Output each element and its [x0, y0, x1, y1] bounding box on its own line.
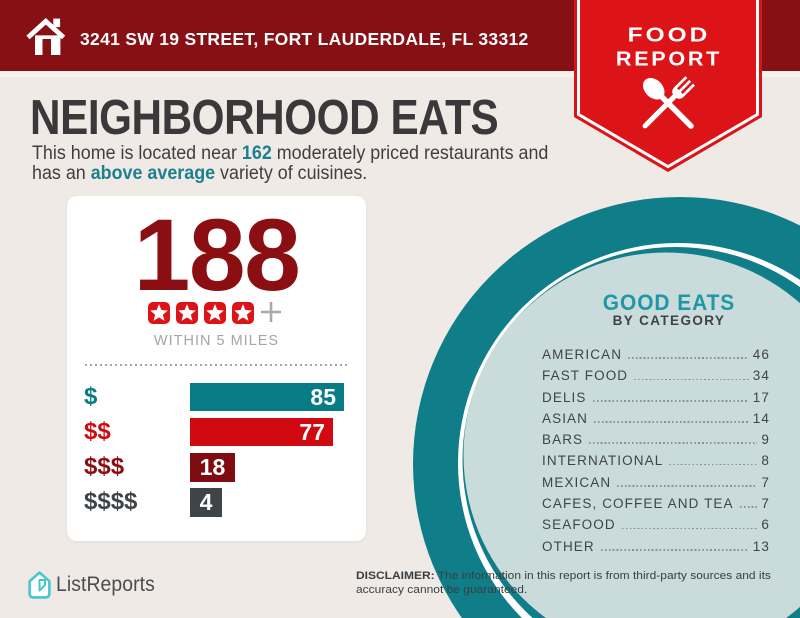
svg-text:FOOD: FOOD	[628, 24, 711, 46]
svg-text:REPORT: REPORT	[616, 48, 722, 70]
